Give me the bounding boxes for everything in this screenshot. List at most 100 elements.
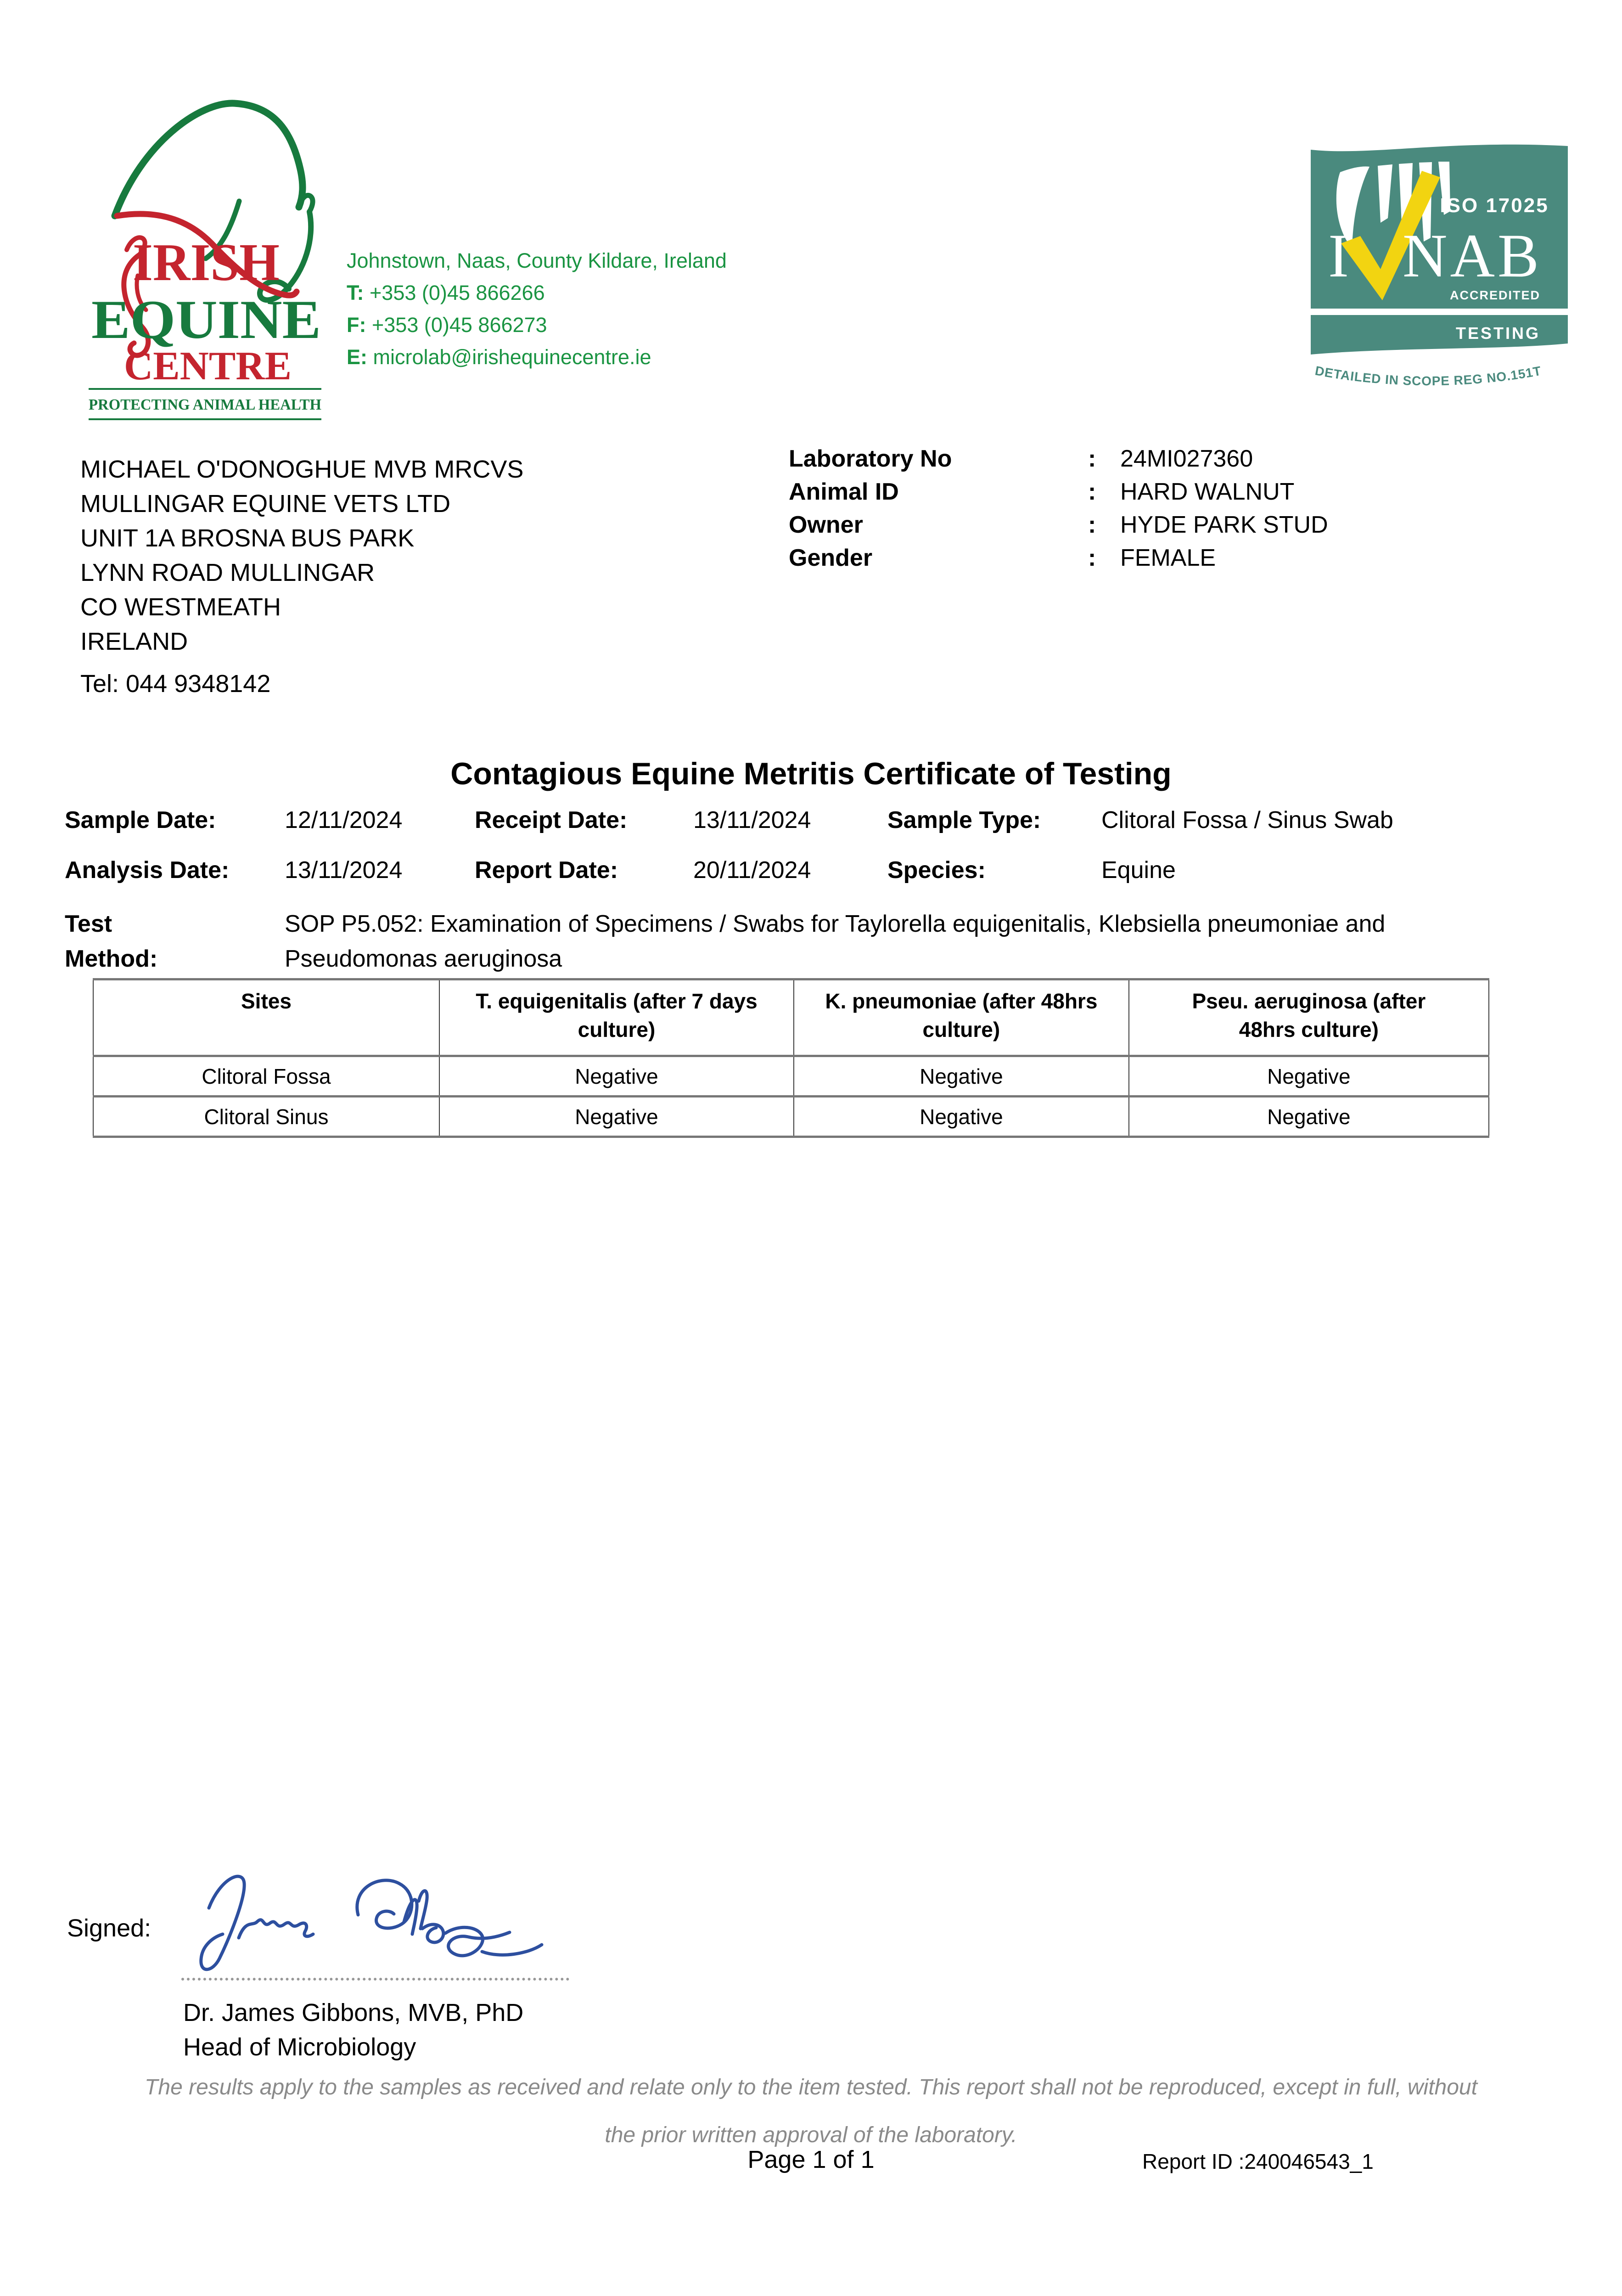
animal-id-label: Animal ID	[789, 478, 899, 505]
species-value: Equine	[1101, 857, 1176, 884]
result-cell: Negative	[438, 1055, 795, 1097]
contact-fax: F: +353 (0)45 866273	[347, 309, 727, 341]
test-method-line1: SOP P5.052: Examination of Specimens / S…	[285, 911, 1386, 937]
gender-label: Gender	[789, 545, 873, 571]
contact-email: E: microlab@irishequinecentre.ie	[347, 341, 727, 373]
header-line: Pseu. aeruginosa (after	[1192, 989, 1426, 1013]
site-cell: Clitoral Fossa	[93, 1055, 440, 1097]
header-pseu-aeruginosa: Pseu. aeruginosa (after 48hrs culture)	[1128, 978, 1490, 1057]
page-number: Page 1 of 1	[747, 2146, 875, 2173]
result-cell: Negative	[438, 1095, 795, 1138]
recipient-line: MICHAEL O'DONOGHUE MVB MRCVS	[80, 456, 524, 483]
recipient-line: CO WESTMEATH	[80, 593, 281, 621]
sample-info-row-2: Analysis Date: 13/11/2024 Report Date: 2…	[65, 856, 1557, 889]
header-line: culture)	[578, 1018, 656, 1041]
lab-info-row: Laboratory No : 24MI027360	[789, 442, 1328, 475]
recipient-line: LYNN ROAD MULLINGAR	[80, 559, 375, 586]
analysis-date-value: 13/11/2024	[285, 857, 403, 884]
colon: :	[1088, 445, 1096, 472]
lab-no-value: 24MI027360	[1120, 445, 1253, 472]
colon: :	[1088, 512, 1096, 538]
site-cell: Clitoral Sinus	[93, 1095, 440, 1138]
receipt-date-value: 13/11/2024	[693, 807, 811, 833]
phone-number: +353 (0)45 866266	[370, 281, 545, 304]
owner-value: HYDE PARK STUD	[1120, 512, 1328, 538]
receipt-date-label: Receipt Date:	[475, 807, 628, 833]
lab-info-block: Laboratory No : 24MI027360 Animal ID : H…	[789, 442, 1328, 574]
badge-scope-text: DETAILED IN SCOPE REG NO.151T	[1314, 363, 1543, 388]
recipient-telephone: Tel: 044 9348142	[80, 670, 271, 698]
fax-number: +353 (0)45 866273	[372, 313, 547, 337]
lab-no-label: Laboratory No	[789, 445, 952, 472]
report-id: Report ID :240046543_1	[1142, 2150, 1374, 2173]
recipient-address-block: MICHAEL O'DONOGHUE MVB MRCVS MULLINGAR E…	[80, 452, 523, 659]
laboratory-contact-block: Johnstown, Naas, County Kildare, Ireland…	[347, 245, 727, 373]
sample-type-label: Sample Type:	[887, 807, 1041, 833]
header-line: culture)	[922, 1018, 1000, 1041]
test-method-label: Test Method:	[65, 911, 158, 972]
lab-info-row: Owner : HYDE PARK STUD	[789, 508, 1328, 541]
lab-info-row: Animal ID : HARD WALNUT	[789, 475, 1328, 508]
logo-word-equine: EQUINE	[91, 289, 321, 350]
table-row: Clitoral Fossa Negative Negative Negativ…	[93, 1055, 1490, 1097]
lab-info-row: Gender : FEMALE	[789, 541, 1328, 574]
report-date-value: 20/11/2024	[693, 857, 811, 884]
inab-accreditation-badge: ISO 17025 I NAB ACCREDITED TESTING DETAI…	[1311, 144, 1568, 388]
badge-testing-band	[1311, 315, 1568, 355]
signed-label: Signed:	[67, 1914, 152, 1942]
header-line: Sites	[241, 989, 292, 1013]
contact-address: Johnstown, Naas, County Kildare, Ireland	[347, 249, 727, 272]
header-line: T. equigenitalis (after 7 days	[476, 989, 758, 1013]
gender-value: FEMALE	[1120, 545, 1216, 571]
results-header-row: Sites T. equigenitalis (after 7 days cul…	[93, 978, 1490, 1057]
sample-type-value: Clitoral Fossa / Sinus Swab	[1101, 807, 1393, 833]
badge-iso-text: ISO 17025	[1440, 194, 1549, 217]
report-date-label: Report Date:	[475, 857, 618, 884]
signatory-role: Head of Microbiology	[183, 2033, 416, 2061]
header-k-pneumoniae: K. pneumoniae (after 48hrs culture)	[793, 978, 1129, 1057]
header-t-equigenitalis: T. equigenitalis (after 7 days culture)	[438, 978, 795, 1057]
header-line: 48hrs culture)	[1239, 1018, 1379, 1041]
sample-info-row-1: Sample Date: 12/11/2024 Receipt Date: 13…	[65, 806, 1557, 838]
result-cell: Negative	[793, 1055, 1129, 1097]
logo-tagline: PROTECTING ANIMAL HEALTH	[89, 396, 321, 413]
recipient-line: IRELAND	[80, 628, 188, 655]
handwritten-signature	[199, 1874, 544, 1971]
animal-id-value: HARD WALNUT	[1120, 478, 1295, 505]
disclaimer-line1: The results apply to the samples as rece…	[145, 2075, 1477, 2099]
badge-accredited-text: ACCREDITED	[1450, 288, 1540, 302]
red-horse-outline	[114, 211, 300, 358]
header-sites: Sites	[93, 978, 440, 1057]
fax-label: F:	[347, 313, 366, 337]
badge-testing-text: TESTING	[1456, 324, 1540, 343]
results-table: Sites T. equigenitalis (after 7 days cul…	[93, 978, 1490, 1138]
badge-nab-text: NAB	[1403, 222, 1542, 290]
species-label: Species:	[887, 857, 986, 884]
header-line: K. pneumoniae (after 48hrs	[825, 989, 1098, 1013]
signatory-name: Dr. James Gibbons, MVB, PhD	[183, 1999, 524, 2026]
email-address: microlab@irishequinecentre.ie	[373, 345, 651, 369]
result-cell: Negative	[1128, 1055, 1490, 1097]
logo-word-irish: IRISH	[133, 233, 280, 292]
owner-label: Owner	[789, 512, 863, 538]
irish-equine-centre-logo: IRISH EQUINE CENTRE PROTECTING ANIMAL HE…	[89, 100, 321, 420]
analysis-date-label: Analysis Date:	[65, 857, 230, 884]
disclaimer-line2: the prior written approval of the labora…	[605, 2123, 1017, 2147]
sample-date-label: Sample Date:	[65, 807, 216, 833]
result-cell: Negative	[1128, 1095, 1490, 1138]
test-method-line2: Pseudomonas aeruginosa	[285, 945, 562, 972]
certificate-title: Contagious Equine Metritis Certificate o…	[450, 756, 1172, 791]
colon: :	[1088, 478, 1096, 505]
colon: :	[1088, 545, 1096, 571]
email-label: E:	[347, 345, 367, 369]
result-cell: Negative	[793, 1095, 1129, 1138]
sample-date-value: 12/11/2024	[285, 807, 403, 833]
badge-letter-i: I	[1328, 222, 1349, 290]
logo-word-centre: CENTRE	[124, 344, 292, 388]
signature-dotted-line	[181, 1957, 569, 1981]
recipient-line: UNIT 1A BROSNA BUS PARK	[80, 524, 415, 552]
contact-phone: T: +353 (0)45 866266	[347, 277, 727, 309]
green-horse-outline	[111, 100, 315, 303]
table-row: Clitoral Sinus Negative Negative Negativ…	[93, 1095, 1490, 1138]
